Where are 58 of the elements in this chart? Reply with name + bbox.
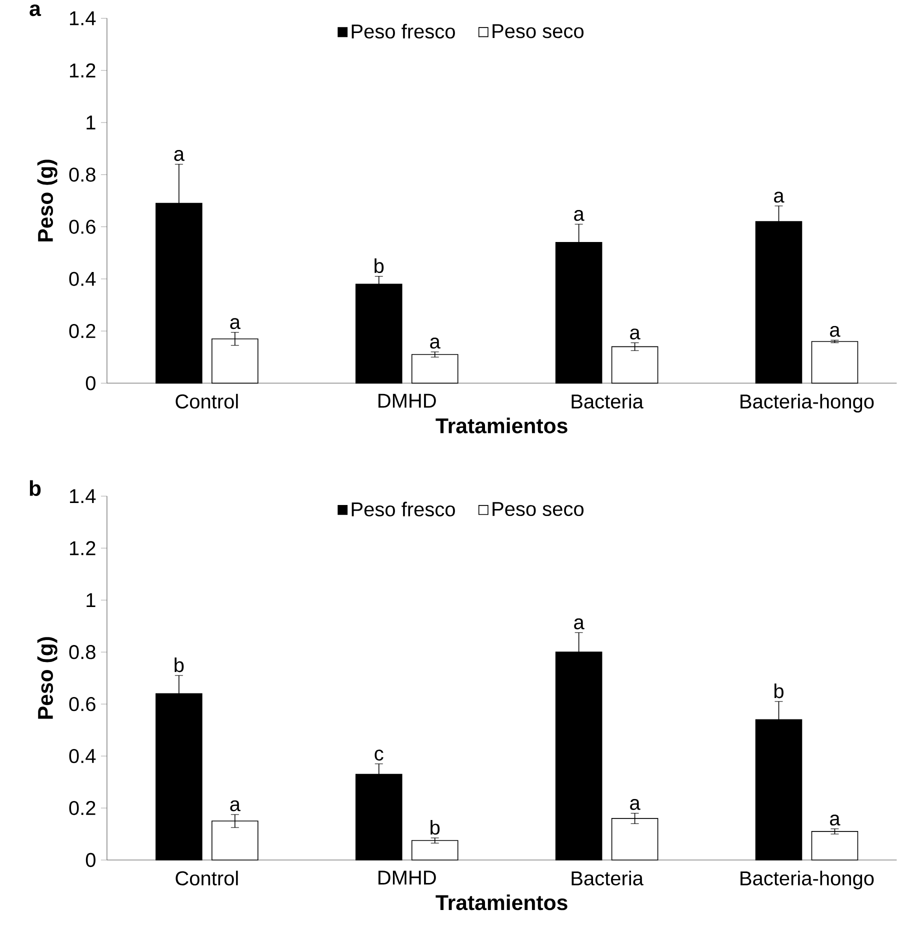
x-tick-label: Control: [176, 394, 238, 409]
bar: [612, 346, 658, 384]
annotation: a: [174, 150, 185, 161]
y-tick-label: 1.4: [70, 11, 96, 26]
bar: [412, 840, 458, 860]
y-tick-label: 0.8: [69, 645, 96, 660]
y-axis-title: Peso (g): [37, 160, 58, 242]
x-tick-label: Control: [176, 870, 238, 886]
x-axis-title: Tratamientos: [436, 418, 568, 434]
chart-title: b: [30, 480, 41, 496]
chart-title: a: [30, 4, 42, 16]
annotation: a: [830, 326, 840, 337]
y-tick-label: 0.6: [69, 696, 96, 712]
bar: [356, 774, 402, 860]
y-tick-label: 0.2: [69, 324, 96, 338]
x-axis-title: Tratamientos: [436, 894, 568, 910]
annotation: a: [230, 318, 241, 330]
y-tick-label: 0.8: [69, 168, 96, 182]
annotation: b: [374, 258, 384, 274]
x-tick-label: Bacteria-hongo: [740, 870, 874, 890]
x-tick-label: Bacteria-hongo: [740, 394, 874, 413]
y-tick-label: 0.2: [69, 800, 96, 816]
bar: [756, 719, 802, 860]
annotation: c: [374, 750, 384, 761]
y-tick-label: 0.4: [69, 272, 96, 286]
legend-label: Peso seco: [492, 502, 584, 516]
bar: [412, 354, 458, 384]
annotation: a: [230, 800, 241, 812]
x-tick-label: Bacteria: [572, 870, 644, 886]
annotation: b: [174, 658, 184, 672]
bar: [811, 831, 858, 860]
bar: [156, 693, 202, 860]
y-tick-label: 1.4: [70, 489, 96, 504]
annotation: a: [630, 799, 640, 810]
x-tick-label: Bacteria: [572, 394, 644, 409]
annotation: a: [774, 192, 784, 203]
annotation: a: [830, 814, 840, 826]
x-tick-label: DMHD: [378, 394, 436, 408]
x-tick-label: DMHD: [378, 870, 436, 884]
annotation: a: [574, 210, 585, 221]
y-tick-label: 1.2: [70, 63, 96, 78]
y-tick-label: 1.2: [70, 541, 96, 556]
annotation: a: [430, 338, 441, 349]
annotation: b: [774, 684, 784, 698]
y-tick-label: 0.4: [69, 748, 96, 764]
annotation: a: [574, 618, 585, 630]
y-tick-label: 0: [86, 852, 96, 868]
y-tick-label: 0: [86, 376, 96, 390]
legend-label: Peso fresco: [352, 502, 456, 516]
y-tick-label: 0.6: [69, 220, 96, 234]
legend-label: Peso fresco: [352, 24, 456, 39]
annotation: b: [430, 820, 440, 835]
bar: [811, 341, 858, 384]
y-axis-title: Peso (g): [37, 637, 58, 719]
y-tick-label: 1: [86, 593, 96, 607]
legend-label: Peso seco: [492, 24, 584, 38]
y-tick-label: 1: [86, 116, 96, 130]
annotation: a: [630, 328, 640, 340]
